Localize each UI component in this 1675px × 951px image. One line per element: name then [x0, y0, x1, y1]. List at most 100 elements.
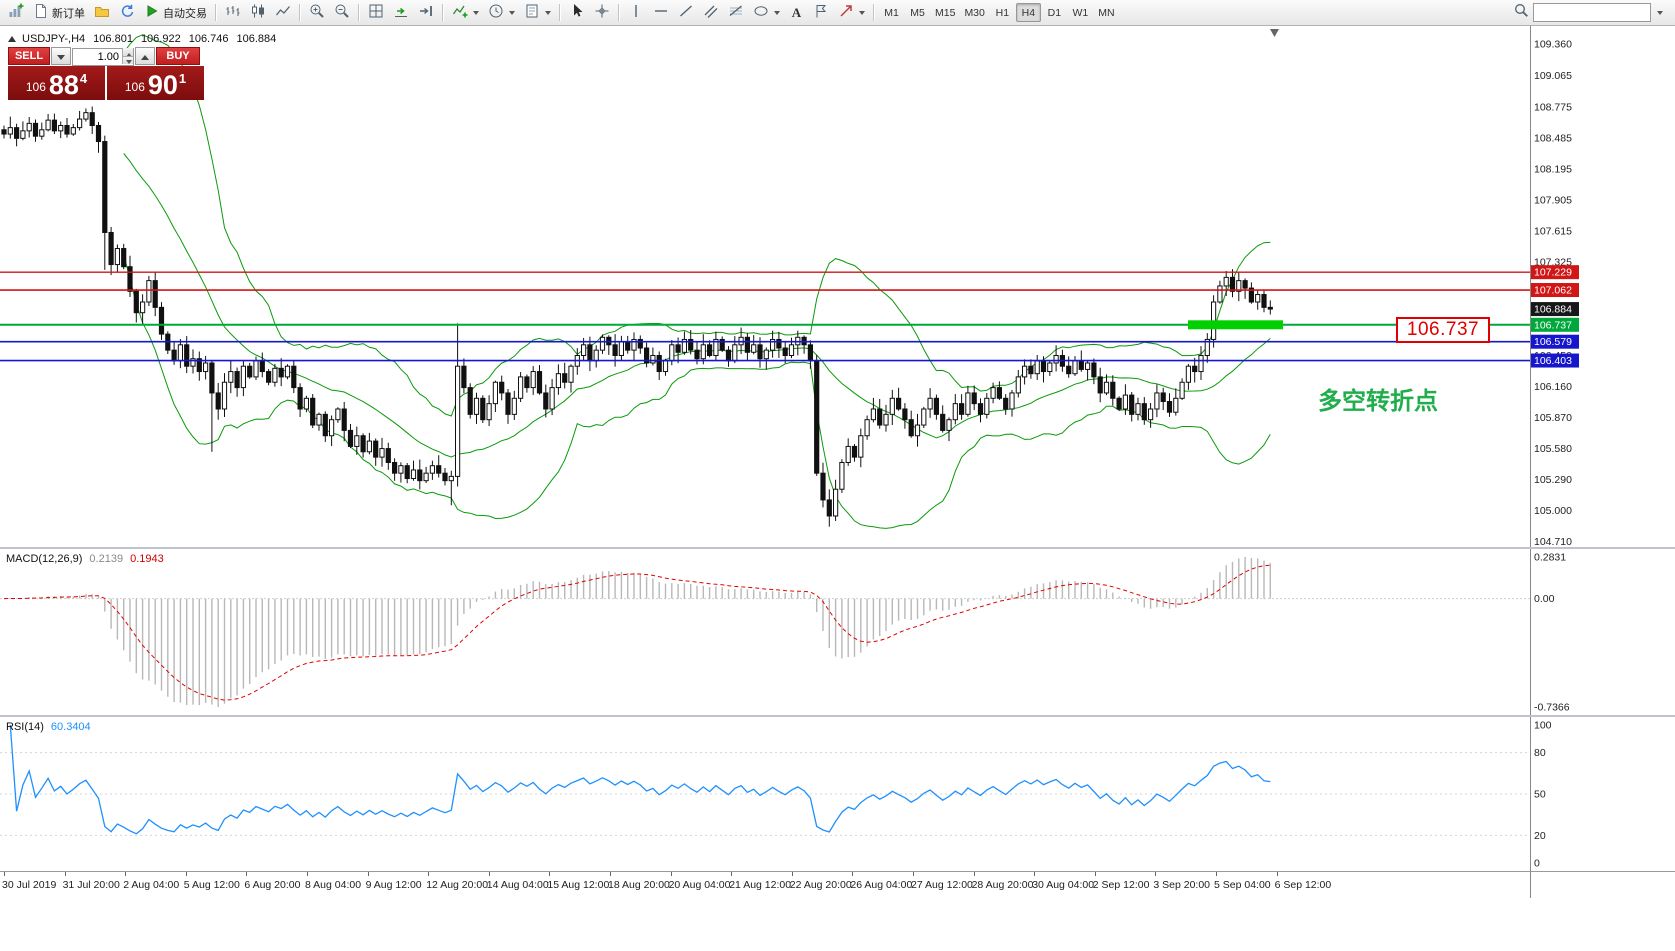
refresh-icon	[119, 3, 135, 22]
timeframe-h1-button[interactable]: H1	[990, 3, 1015, 22]
timeframe-d1-button[interactable]: D1	[1042, 3, 1067, 22]
timeframe-mn-button[interactable]: MN	[1094, 3, 1119, 22]
fibonacci-button[interactable]	[724, 2, 748, 24]
sell-price-display[interactable]: 106 88 4	[8, 66, 105, 100]
trendline-button[interactable]	[674, 2, 698, 24]
time-tick	[791, 872, 793, 876]
indicators-button[interactable]	[448, 2, 483, 24]
new-order-button[interactable]: 新订单	[29, 2, 89, 24]
volume-up-button[interactable]	[135, 47, 155, 65]
time-tick	[1034, 872, 1036, 876]
timeframe-m15-button[interactable]: M15	[931, 3, 959, 22]
price-callout[interactable]: 106.737	[1396, 317, 1490, 343]
periods-button[interactable]	[484, 2, 519, 24]
svg-text:107.615: 107.615	[1534, 225, 1572, 237]
templates-button[interactable]	[520, 2, 555, 24]
svg-text:108.195: 108.195	[1534, 163, 1572, 175]
symbol-search-input[interactable]	[1533, 3, 1651, 22]
time-tick	[731, 872, 733, 876]
text-button[interactable]: A	[785, 2, 808, 24]
line-chart-icon	[275, 3, 291, 22]
tile-windows-button[interactable]	[364, 2, 388, 24]
time-axis-label: 22 Aug 20:00	[789, 879, 852, 891]
volume-down-button[interactable]	[51, 47, 71, 65]
auto-scroll-button[interactable]	[389, 2, 413, 24]
svg-text:107.905: 107.905	[1534, 194, 1572, 206]
ellipse-icon	[753, 3, 769, 22]
time-axis-label: 6 Aug 20:00	[244, 879, 301, 891]
refresh-button[interactable]	[115, 2, 139, 24]
sell-fraction: 4	[79, 71, 88, 86]
svg-text:106.160: 106.160	[1534, 381, 1572, 393]
timeframe-m30-button[interactable]: M30	[960, 3, 988, 22]
main-chart-panel: 109.360 109.065 108.775 108.485 108.195 107.9…	[0, 26, 1675, 547]
time-tick	[428, 872, 430, 876]
svg-text:107.229: 107.229	[1534, 267, 1572, 279]
line-chart-mode-button[interactable]	[271, 2, 295, 24]
ohlc-high: 106.922	[140, 33, 181, 45]
time-axis-label: 8 Aug 04:00	[305, 879, 362, 891]
macd-value-signal: 0.1943	[130, 553, 164, 565]
main-chart-canvas[interactable]: 109.360 109.065 108.775 108.485 108.195 107.9…	[0, 26, 1675, 547]
macd-canvas[interactable]: 0.2831 0.00 -0.7366	[0, 549, 1675, 715]
time-tick	[973, 872, 975, 876]
new-order-label: 新订单	[52, 7, 85, 20]
crosshair-button[interactable]	[590, 2, 614, 24]
text-label-button[interactable]	[809, 2, 833, 24]
chevron-down-icon	[1657, 10, 1663, 15]
toolbar-search	[1514, 3, 1671, 23]
sell-big-figure: 106	[25, 80, 46, 94]
buy-price-display[interactable]: 106 90 1	[107, 66, 204, 100]
svg-text:104.710: 104.710	[1534, 536, 1572, 547]
buy-fraction: 1	[178, 71, 187, 86]
zoom-out-button[interactable]	[330, 2, 354, 24]
svg-text:-0.7366: -0.7366	[1534, 702, 1570, 714]
macd-value-main: 0.2139	[89, 553, 124, 565]
autotrading-button[interactable]: 自动交易	[140, 2, 211, 24]
volume-input[interactable]	[72, 48, 134, 66]
profiles-button[interactable]	[90, 2, 114, 24]
timeframe-h4-button[interactable]: H4	[1015, 3, 1041, 22]
new-chart-button[interactable]	[4, 2, 28, 24]
zoom-in-icon	[309, 3, 325, 22]
cursor-button[interactable]	[565, 2, 589, 24]
timeframe-m5-button[interactable]: M5	[905, 3, 930, 22]
zoom-in-button[interactable]	[305, 2, 329, 24]
time-tick	[610, 872, 611, 876]
sell-button[interactable]: SELL	[8, 47, 50, 65]
time-axis-label: 2 Sep 12:00	[1092, 879, 1150, 891]
macd-label: MACD(12,26,9) 0.2139 0.1943	[6, 553, 164, 565]
autotrading-label: 自动交易	[163, 7, 207, 20]
horizontal-line-button[interactable]	[649, 2, 673, 24]
candlestick-mode-button[interactable]	[246, 2, 270, 24]
chevron-down-icon	[545, 10, 551, 15]
svg-text:106.403: 106.403	[1534, 355, 1572, 367]
svg-text:108.485: 108.485	[1534, 132, 1572, 144]
candlestick-icon	[250, 3, 266, 22]
chart-shift-button[interactable]	[414, 2, 438, 24]
svg-text:0: 0	[1534, 858, 1540, 870]
time-axis[interactable]: 30 Jul 2019 31 Jul 20:00 2 Aug 04:00 5 Aug …	[0, 872, 1675, 898]
svg-text:105.580: 105.580	[1534, 443, 1572, 455]
timeframe-w1-button[interactable]: W1	[1068, 3, 1093, 22]
channel-button[interactable]	[699, 2, 723, 24]
time-tick	[913, 872, 914, 876]
buy-button[interactable]: BUY	[156, 47, 200, 65]
volume-spinner[interactable]	[122, 48, 133, 64]
chart-annotation[interactable]: 多空转折点	[1318, 388, 1438, 415]
vertical-line-button[interactable]	[624, 2, 648, 24]
time-axis-divider	[0, 871, 1675, 872]
svg-text:105.870: 105.870	[1534, 412, 1572, 424]
flag-icon	[813, 3, 829, 22]
buy-pips: 90	[147, 70, 178, 100]
rsi-canvas[interactable]: 100 80 50 20 0	[0, 717, 1675, 871]
arrows-button[interactable]	[834, 2, 869, 24]
time-axis-label: 31 Jul 20:00	[62, 879, 120, 891]
bar-chart-mode-button[interactable]	[221, 2, 245, 24]
buy-big-figure: 106	[124, 80, 145, 94]
svg-text:0.00: 0.00	[1534, 593, 1555, 605]
svg-text:0.2831: 0.2831	[1534, 552, 1566, 564]
timeframe-m1-button[interactable]: M1	[879, 3, 904, 22]
shapes-button[interactable]	[749, 2, 784, 24]
